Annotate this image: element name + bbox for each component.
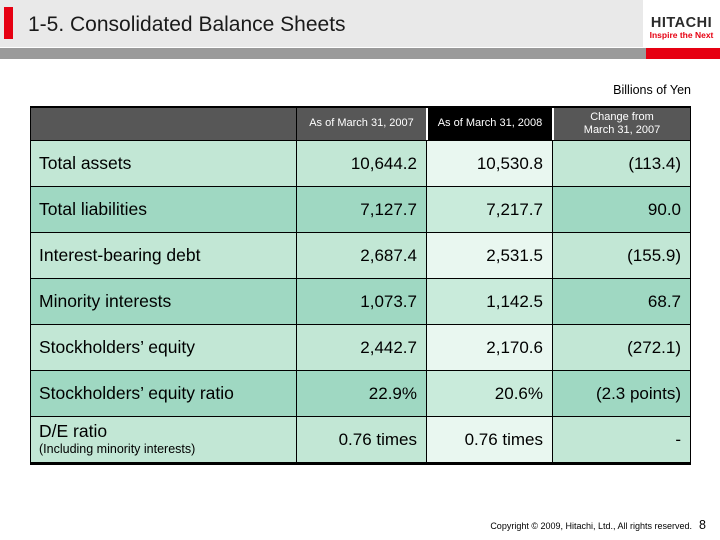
- page-title: 1-5. Consolidated Balance Sheets: [28, 13, 346, 36]
- balance-sheet-table: As of March 31, 2007 As of March 31, 200…: [30, 106, 691, 465]
- divider-bar-red: [646, 48, 720, 59]
- divider-bar-gray: [0, 48, 646, 59]
- title-bar: [0, 0, 643, 47]
- value-change: 90.0: [552, 186, 690, 232]
- copyright-notice: Copyright © 2009, Hitachi, Ltd., All rig…: [490, 521, 693, 531]
- value-2008: 2,531.5: [426, 232, 552, 278]
- value-2007: 2,442.7: [296, 324, 426, 370]
- row-label: Stockholders’ equity: [31, 324, 296, 370]
- value-change: (2.3 points): [552, 370, 690, 416]
- logo-tagline: Inspire the Next: [649, 30, 714, 41]
- page-number: 8: [699, 518, 706, 532]
- hitachi-wordmark: HITACHI: [650, 15, 713, 31]
- value-2007: 1,073.7: [296, 278, 426, 324]
- value-change: (113.4): [552, 140, 690, 186]
- row-label: Total assets: [31, 140, 296, 186]
- value-2008: 2,170.6: [426, 324, 552, 370]
- value-2008: 20.6%: [426, 370, 552, 416]
- value-change: 68.7: [552, 278, 690, 324]
- row-label: Interest-bearing debt: [31, 232, 296, 278]
- column-header-change: Change from March 31, 2007: [552, 108, 690, 140]
- row-label: Stockholders’ equity ratio: [31, 370, 296, 416]
- units-label: Billions of Yen: [613, 83, 691, 97]
- value-change: (272.1): [552, 324, 690, 370]
- column-header-2008: As of March 31, 2008: [426, 108, 552, 140]
- column-header-blank: [31, 108, 296, 140]
- value-2007: 2,687.4: [296, 232, 426, 278]
- column-header-2007: As of March 31, 2007: [296, 108, 426, 140]
- value-2007: 10,644.2: [296, 140, 426, 186]
- row-label: D/E ratio (Including minority interests): [31, 416, 296, 462]
- value-2007: 22.9%: [296, 370, 426, 416]
- value-2007: 0.76 times: [296, 416, 426, 462]
- footer: Copyright © 2009, Hitachi, Ltd., All rig…: [490, 518, 706, 532]
- value-2008: 0.76 times: [426, 416, 552, 462]
- value-2008: 1,142.5: [426, 278, 552, 324]
- value-change: -: [552, 416, 690, 462]
- value-2008: 10,530.8: [426, 140, 552, 186]
- red-accent-bar: [4, 7, 13, 39]
- hitachi-logo: HITACHI Inspire the Next: [643, 0, 720, 47]
- value-2007: 7,127.7: [296, 186, 426, 232]
- row-label: Minority interests: [31, 278, 296, 324]
- value-change: (155.9): [552, 232, 690, 278]
- row-label: Total liabilities: [31, 186, 296, 232]
- value-2008: 7,217.7: [426, 186, 552, 232]
